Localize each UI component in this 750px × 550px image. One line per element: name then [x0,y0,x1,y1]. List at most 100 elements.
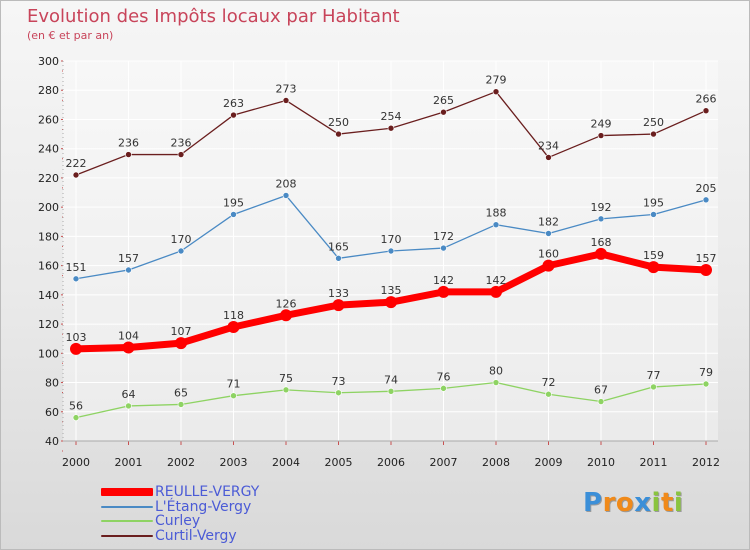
data-label: 170 [381,233,402,246]
series-layer [70,88,712,421]
data-point [542,259,555,272]
proxiti-logo: Proxiti [583,488,683,518]
data-label: 76 [437,370,451,383]
data-point [72,414,80,421]
data-point [335,255,342,262]
data-label: 133 [328,287,349,300]
data-point [595,247,607,260]
data-point [332,299,345,312]
logo-letter: o [615,488,635,518]
data-point [647,261,660,274]
x-tick-label: 2002 [167,456,195,469]
y-tick-label: 40 [45,435,59,448]
data-point [545,390,552,398]
axes: 40 60 80 100 120 140 160 180 200 220 240 260 280 300 2… [38,55,720,469]
data-point [335,389,342,397]
x-tick-label: 2006 [377,456,405,469]
data-point [490,285,502,298]
data-point [492,379,500,386]
data-point [177,401,185,408]
x-tick-label: 2009 [535,456,563,469]
data-label: 142 [486,274,507,287]
logo-letter: x [634,488,652,518]
data-label: 205 [696,182,717,195]
legend-label: REULLE-VERGY [155,484,260,500]
y-tick-label: 160 [38,260,59,273]
y-tick-label: 180 [38,230,59,243]
legend-swatch [101,534,153,537]
data-point [597,215,605,223]
data-point [125,151,132,158]
x-tick-label: 2011 [640,456,668,469]
data-point [282,386,290,394]
data-point [492,221,500,228]
y-tick-label: 220 [38,172,59,185]
data-point [282,97,290,104]
legend-label: Curley [155,513,201,529]
data-point [702,107,710,114]
data-point [597,132,605,139]
data-label: 80 [489,365,503,378]
data-labels-layer: 151 157 170 195 208 165 170 172 188 182 192 195 205 5… [66,74,717,413]
data-label: 79 [699,366,713,379]
data-point [387,388,395,395]
data-label: 192 [591,201,612,214]
data-point [440,108,447,116]
data-label: 234 [538,139,559,152]
data-label: 266 [696,93,717,106]
legend-label: L'Étang-Vergy [155,498,252,515]
data-label: 172 [433,230,454,243]
logo-letter: r [602,488,616,518]
y-tick-label: 120 [38,318,59,331]
x-tick-label: 2005 [325,456,353,469]
x-tick-label: 2008 [482,456,510,469]
y-tick-label: 240 [38,143,59,156]
data-label: 170 [171,233,192,246]
chart-title: Evolution des Impôts locaux par Habitant [27,6,400,27]
data-point [227,321,240,333]
data-point [387,124,395,132]
data-label: 157 [696,252,717,265]
chart-subtitle: (en € et par an) [27,29,114,42]
data-label: 195 [643,196,664,209]
data-point [700,264,712,276]
data-point [545,154,552,161]
logo-letter: t [660,488,674,518]
logo-letter: i [651,488,661,518]
data-label: 103 [66,331,87,344]
data-label: 126 [276,297,297,310]
data-point [280,309,292,322]
data-label: 160 [538,248,559,261]
y-tick-label: 300 [38,55,59,68]
data-label: 165 [328,240,349,253]
y-tick-label: 140 [38,289,59,302]
data-label: 265 [433,94,454,107]
data-label: 236 [118,137,139,150]
data-label: 64 [122,388,136,401]
x-tick-label: 2000 [62,456,90,469]
data-label: 72 [542,376,556,389]
data-label: 249 [591,118,612,131]
data-label: 250 [643,116,664,129]
data-label: 168 [591,236,612,249]
x-tick-label: 2007 [430,456,458,469]
data-label: 222 [66,157,87,170]
x-tick-label: 2003 [220,456,248,469]
data-label: 195 [223,196,244,209]
data-label: 71 [227,378,241,391]
data-label: 75 [279,372,293,385]
data-point [70,342,82,355]
data-point [230,392,237,399]
data-point [597,398,605,405]
data-point [545,230,552,237]
data-label: 151 [66,261,87,274]
data-point [385,296,397,309]
data-label: 157 [118,252,139,265]
y-tick-label: 100 [38,347,59,360]
y-tick-label: 280 [38,84,59,97]
data-label: 236 [171,137,192,150]
legend-swatch [101,488,153,497]
data-label: 182 [538,215,559,228]
data-label: 74 [384,373,398,386]
x-tick-label: 2004 [272,456,300,469]
